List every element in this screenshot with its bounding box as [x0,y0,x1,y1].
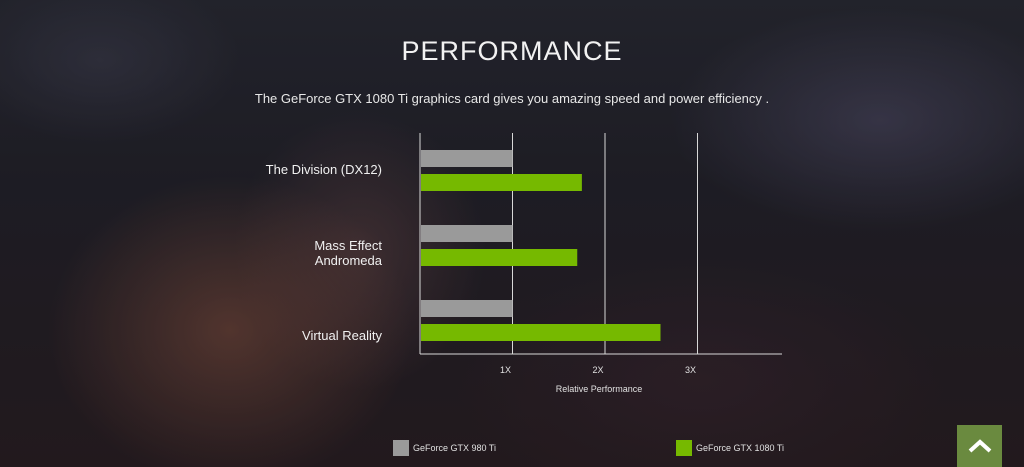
legend-label-gtx-980-ti: GeForce GTX 980 Ti [413,443,497,453]
bar-gtx-1080-ti-3 [421,324,661,341]
legend-swatch-gtx-980-ti [393,440,409,456]
chevron-up-icon [968,439,991,453]
bar-gtx-980-ti-1 [421,150,513,167]
category-label-virtual-reality: Virtual Reality [302,328,382,343]
x-tick-label-1: 1X [500,365,511,375]
x-axis-title: Relative Performance [556,384,643,394]
category-label-mass-effect: Mass Effect Andromeda [314,238,382,268]
x-tick-label-2: 2X [592,365,603,375]
scroll-to-top-button[interactable] [957,425,1002,467]
bar-gtx-980-ti-2 [421,225,513,242]
legend-swatch-gtx-1080-ti [676,440,692,456]
x-tick-label-3: 3X [685,365,696,375]
legend-item-gtx-980-ti: GeForce GTX 980 Ti [393,440,496,456]
bar-gtx-1080-ti-1 [421,174,582,191]
bar-gtx-980-ti-3 [421,300,513,317]
category-label-the-division: The Division (DX12) [265,162,382,177]
page-subtitle: The GeForce GTX 1080 Ti graphics card gi… [254,91,770,106]
legend-item-gtx-1080-ti: GeForce GTX 1080 Ti [676,440,784,456]
page-title: PERFORMANCE [401,36,623,66]
bar-gtx-1080-ti-2 [421,249,578,266]
legend-label-gtx-1080-ti: GeForce GTX 1080 Ti [696,443,785,453]
